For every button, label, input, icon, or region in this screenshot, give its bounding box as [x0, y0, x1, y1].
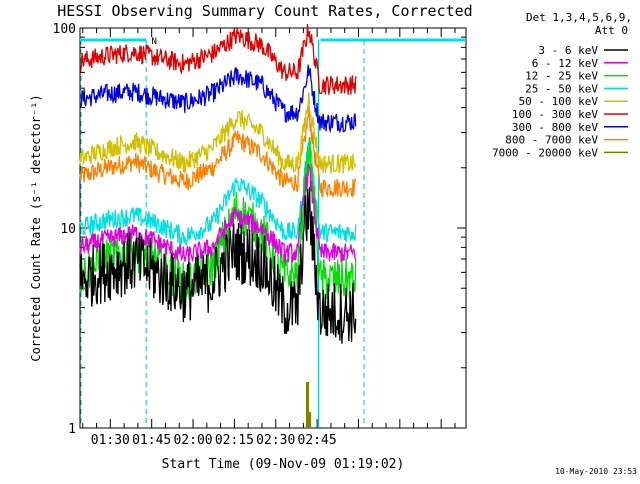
y-tick-label: 10: [60, 222, 76, 237]
x-tick-label: 02:15: [215, 433, 254, 448]
legend-entry-label: 300 - 800 keV: [512, 121, 598, 134]
legend-entry-label: 3 - 6 keV: [538, 44, 598, 57]
series-line: [79, 103, 357, 199]
night-bar-label: N: [151, 37, 156, 47]
legend-entry-label: 100 - 300 keV: [512, 108, 598, 121]
chart-title: HESSI Observing Summary Count Rates, Cor…: [57, 2, 472, 20]
x-tick-label: 02:30: [256, 433, 295, 448]
series-bar: [305, 381, 309, 428]
series-line: [79, 64, 357, 134]
legend-entry-label: 800 - 7000 keV: [505, 134, 598, 147]
legend-entry-label: 7000 - 20000 keV: [492, 146, 598, 159]
series-bar: [308, 412, 312, 428]
x-tick-label: 01:45: [132, 433, 171, 448]
legend-entry-label: 6 - 12 keV: [532, 57, 599, 70]
series-line: [79, 92, 357, 175]
legend-entry-label: 25 - 50 keV: [525, 82, 598, 95]
series-line: [79, 24, 357, 95]
x-tick-label: 02:45: [298, 433, 337, 448]
y-tick-label: 100: [53, 22, 76, 37]
series-line: [79, 163, 357, 265]
legend-entry-label: 12 - 25 keV: [525, 70, 598, 83]
series-line: [79, 137, 357, 305]
legend-header: Att 0: [595, 24, 628, 37]
y-axis-label: Corrected Count Rate (s⁻¹ detector⁻¹): [29, 94, 43, 361]
x-tick-label: 01:30: [91, 433, 130, 448]
timestamp: 10-May-2010 23:53: [555, 467, 637, 476]
y-tick-label: 1: [68, 422, 76, 437]
x-axis: 01:30 01:45 02:00 02:15 02:30 02:45: [82, 28, 456, 448]
series-layer: [79, 24, 357, 428]
legend-entry-label: 50 - 100 keV: [519, 95, 599, 108]
x-axis-label: Start Time (09-Nov-09 01:19:02): [162, 457, 405, 472]
x-tick-label: 02:00: [173, 433, 212, 448]
legend-header: Det 1,3,4,5,6,9,: [526, 11, 632, 24]
series-line: [79, 186, 357, 344]
